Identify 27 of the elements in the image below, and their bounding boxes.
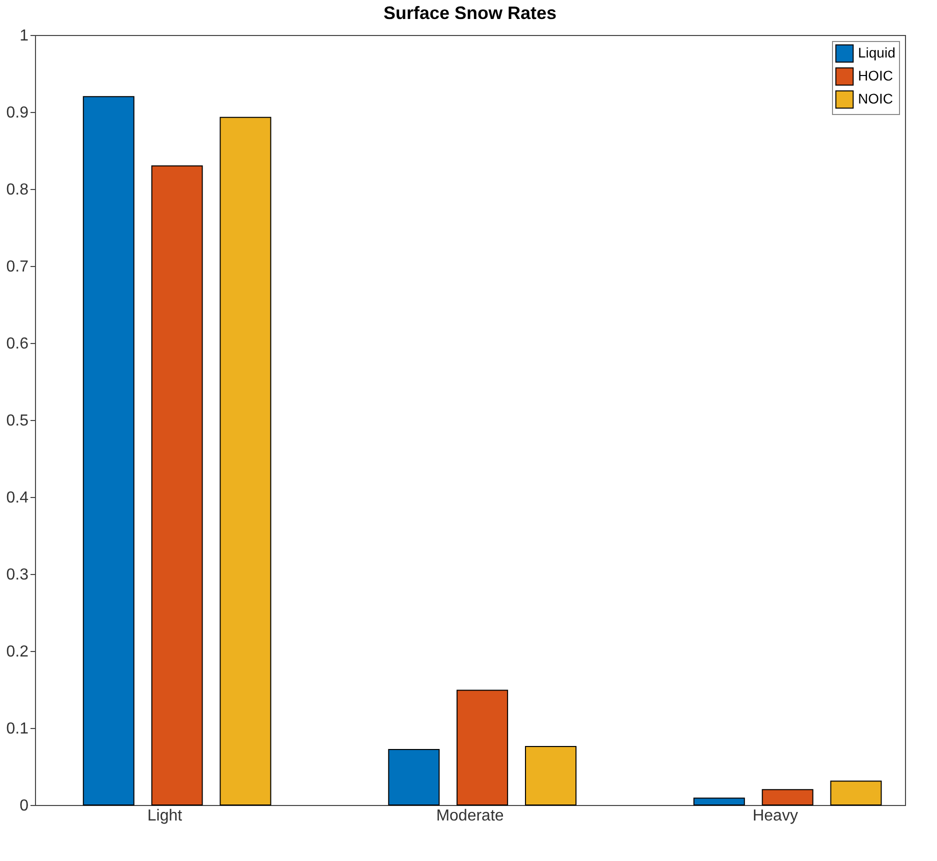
bar xyxy=(524,746,576,806)
y-tick-label: 0.6 xyxy=(6,336,29,352)
bar xyxy=(762,789,814,806)
y-tick-label: 0.7 xyxy=(6,258,29,276)
bar xyxy=(388,749,440,806)
x-tick-label: Light xyxy=(147,808,183,824)
y-tick-label: 0.2 xyxy=(6,644,29,660)
bar xyxy=(830,780,882,806)
bar xyxy=(456,690,508,806)
legend-label: HOIC xyxy=(858,68,893,84)
y-tick-label: 0.4 xyxy=(6,490,29,506)
y-tick-label: 0 xyxy=(20,798,29,814)
x-tick-label: Heavy xyxy=(752,808,798,824)
y-tick-label: 1 xyxy=(20,28,29,44)
legend-label: Liquid xyxy=(858,44,896,60)
y-tick-label: 0.5 xyxy=(6,412,29,430)
bar xyxy=(693,798,745,806)
bar xyxy=(82,96,134,806)
y-tick-label: 0.1 xyxy=(6,720,29,738)
y-tick-label: 0.3 xyxy=(6,566,29,584)
bar xyxy=(151,165,203,806)
y-tick-label: 0.9 xyxy=(6,104,29,122)
chart-title: Surface Snow Rates xyxy=(383,3,557,23)
x-tick-label: Moderate xyxy=(436,808,504,824)
legend-label: NOIC xyxy=(858,90,893,106)
bar xyxy=(220,116,272,806)
y-tick-label: 0.8 xyxy=(6,182,29,198)
